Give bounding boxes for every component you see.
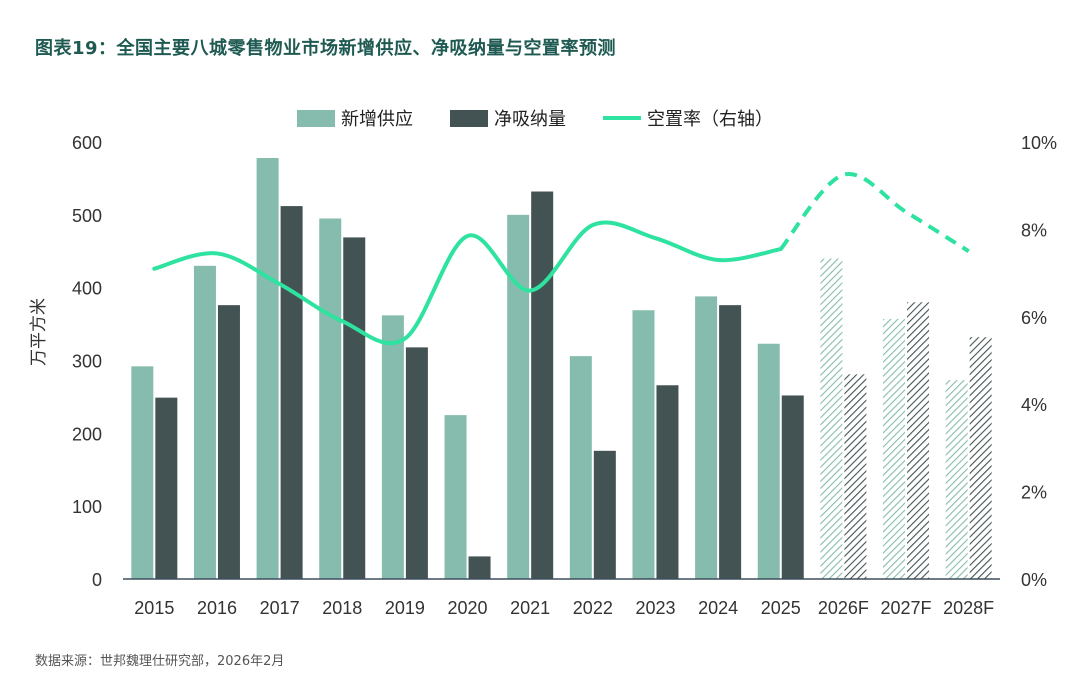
bar-supply-2027F (883, 318, 906, 579)
bar-supply-2018 (319, 218, 342, 579)
bar-absorption-2016 (217, 305, 240, 579)
legend-swatch-absorption (450, 110, 488, 127)
x-tick-label: 2020 (448, 598, 488, 618)
right-axis-ticks: 0% 2% 4% 6% 8% 10% (1021, 133, 1057, 590)
x-tick-label: 2022 (573, 598, 613, 618)
vacancy-line (152, 171, 970, 346)
legend: 新增供应 净吸纳量 空置率（右轴） (297, 109, 773, 130)
bar-supply-2016 (193, 265, 216, 579)
x-tick-label: 2019 (385, 598, 425, 618)
legend-label-supply: 新增供应 (341, 109, 413, 130)
bar-absorption-2023 (656, 385, 679, 579)
x-tick-label: 2017 (260, 598, 300, 618)
left-tick-label: 300 (72, 352, 102, 372)
x-tick-label: 2024 (698, 598, 738, 618)
left-tick-label: 100 (72, 497, 102, 517)
bar-absorption-2018 (343, 237, 366, 579)
y-axis-title: 万平方米 (29, 298, 49, 366)
chart-title: 图表19：全国主要八城零售物业市场新增供应、净吸纳量与空置率预测 (35, 38, 617, 59)
bar-absorption-2025 (781, 395, 804, 579)
bar-absorption-2022 (593, 450, 616, 579)
x-tick-label: 2023 (635, 598, 675, 618)
left-axis-ticks: 0 100 200 300 400 500 600 (72, 133, 102, 590)
bar-absorption-2027F (907, 302, 930, 579)
x-tick-label: 2018 (322, 598, 362, 618)
right-tick-label: 4% (1021, 395, 1047, 415)
left-tick-label: 600 (72, 133, 102, 153)
right-tick-label: 10% (1021, 133, 1057, 153)
bar-supply-2025 (757, 343, 780, 579)
right-tick-label: 8% (1021, 220, 1047, 240)
legend-label-absorption: 净吸纳量 (494, 109, 566, 130)
left-tick-label: 0 (92, 570, 102, 590)
bar-absorption-2015 (155, 397, 178, 579)
left-tick-label: 400 (72, 279, 102, 299)
right-tick-label: 0% (1021, 570, 1047, 590)
bar-supply-2024 (695, 296, 718, 579)
bar-supply-2019 (381, 315, 404, 579)
bar-supply-2015 (131, 366, 154, 579)
legend-swatch-supply (297, 110, 335, 127)
source-note: 数据来源：世邦魏理仕研究部，2026年2月 (35, 654, 285, 669)
bar-supply-2026F (820, 258, 843, 579)
x-tick-label: 2028F (943, 598, 994, 618)
bar-absorption-2024 (719, 305, 742, 579)
x-axis-ticks: 2015 2016 2017 2018 2019 2020 2021 2022 2023 2024… (134, 598, 994, 618)
bar-absorption-2019 (405, 347, 428, 579)
x-tick-label: 2027F (881, 598, 932, 618)
bar-supply-2023 (632, 310, 655, 579)
bar-supply-2020 (444, 415, 467, 579)
legend-label-vacancy: 空置率（右轴） (647, 109, 773, 130)
bar-supply-2022 (569, 356, 592, 579)
x-tick-label: 2015 (134, 598, 174, 618)
bar-absorption-2028F (969, 337, 992, 579)
bar-absorption-2026F (844, 374, 867, 579)
x-tick-label: 2021 (510, 598, 550, 618)
left-tick-label: 500 (72, 206, 102, 226)
vacancy-line-forecast (779, 171, 970, 253)
x-tick-label: 2016 (197, 598, 237, 618)
left-tick-label: 200 (72, 424, 102, 444)
right-tick-label: 6% (1021, 308, 1047, 328)
bar-supply-2028F (945, 380, 968, 579)
bar-absorption-2017 (280, 206, 303, 580)
x-tick-label: 2026F (818, 598, 869, 618)
bar-absorption-2020 (468, 556, 491, 579)
right-tick-label: 2% (1021, 483, 1047, 503)
bar-supply-2017 (256, 158, 279, 580)
bars (131, 158, 992, 580)
bar-absorption-2021 (531, 191, 554, 579)
vacancy-line-actual (152, 220, 783, 346)
x-tick-label: 2025 (761, 598, 801, 618)
bar-supply-2021 (507, 214, 530, 580)
